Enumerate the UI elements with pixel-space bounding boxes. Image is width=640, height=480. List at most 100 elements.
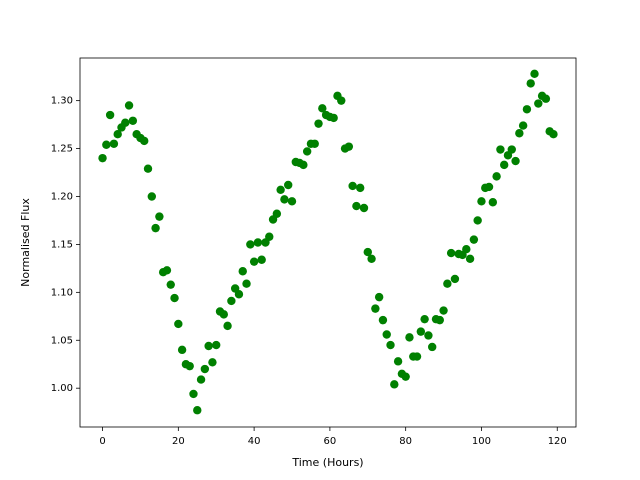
point	[424, 331, 433, 340]
point	[227, 296, 236, 306]
point	[443, 279, 452, 288]
point	[393, 357, 403, 366]
point	[446, 248, 456, 258]
point	[284, 180, 293, 190]
point	[499, 160, 509, 170]
point	[219, 310, 228, 319]
point	[310, 139, 319, 148]
point	[257, 255, 266, 264]
point	[174, 319, 183, 329]
point	[143, 164, 153, 173]
point	[147, 192, 157, 201]
point	[124, 101, 134, 110]
point	[488, 198, 498, 207]
point	[155, 212, 164, 221]
x-tick-label: 40	[248, 436, 261, 447]
point	[162, 266, 172, 275]
point	[439, 306, 448, 315]
point	[299, 160, 308, 170]
point	[204, 341, 213, 351]
y-axis-label: Normalised Flux	[19, 198, 32, 287]
x-tick-label: 80	[399, 436, 412, 447]
point	[492, 172, 501, 181]
y-tick-label: 1.00	[51, 383, 73, 394]
point	[352, 201, 361, 211]
point	[337, 96, 346, 105]
point	[518, 121, 528, 130]
point	[105, 110, 115, 120]
point	[287, 197, 297, 206]
point	[128, 116, 138, 125]
point	[246, 240, 255, 249]
point	[511, 156, 520, 166]
point	[465, 254, 475, 263]
point	[166, 280, 175, 289]
point	[196, 375, 206, 384]
y-tick-label: 1.15	[51, 239, 73, 250]
point	[382, 330, 391, 339]
point	[329, 113, 338, 123]
point	[450, 274, 460, 284]
point	[386, 340, 395, 350]
point	[473, 216, 482, 225]
point	[530, 69, 539, 79]
point	[356, 183, 365, 193]
x-tick-label: 120	[548, 436, 567, 447]
point	[151, 223, 160, 233]
point	[265, 232, 274, 241]
point	[98, 153, 107, 163]
point	[189, 389, 198, 399]
point	[249, 257, 259, 266]
point	[185, 361, 194, 371]
point	[193, 406, 202, 415]
point	[522, 105, 532, 114]
y-tick-label: 1.10	[51, 287, 73, 298]
point	[405, 333, 414, 342]
point	[484, 182, 494, 192]
point	[416, 327, 426, 336]
point	[272, 209, 282, 218]
point	[496, 145, 505, 154]
point	[253, 238, 263, 247]
x-tick-label: 0	[99, 436, 105, 447]
point	[371, 304, 380, 313]
point	[374, 292, 384, 302]
x-tick-label: 20	[172, 436, 185, 447]
point	[549, 129, 558, 139]
x-tick-label: 60	[324, 436, 337, 447]
point	[507, 145, 516, 154]
y-tick-label: 1.30	[51, 96, 73, 107]
point	[314, 119, 323, 128]
point	[234, 290, 244, 299]
point	[428, 342, 437, 352]
x-axis-label: Time (Hours)	[291, 456, 363, 469]
point	[515, 129, 524, 138]
point	[363, 247, 372, 257]
y-tick-label: 1.05	[51, 335, 73, 346]
point	[242, 279, 251, 288]
point	[348, 181, 357, 191]
point	[462, 245, 471, 254]
point	[390, 380, 399, 389]
point	[378, 315, 388, 325]
point	[420, 314, 429, 324]
point	[140, 136, 149, 146]
point	[359, 203, 369, 213]
point	[541, 94, 551, 103]
point	[477, 197, 486, 206]
y-tick-label: 1.20	[51, 191, 73, 202]
point	[276, 185, 285, 194]
point	[170, 293, 179, 303]
point	[344, 142, 354, 151]
point	[212, 340, 221, 350]
point	[121, 118, 130, 127]
point	[412, 352, 422, 361]
point	[401, 372, 410, 381]
point	[469, 235, 479, 244]
point	[200, 364, 210, 374]
point	[113, 129, 122, 139]
point	[318, 104, 327, 113]
